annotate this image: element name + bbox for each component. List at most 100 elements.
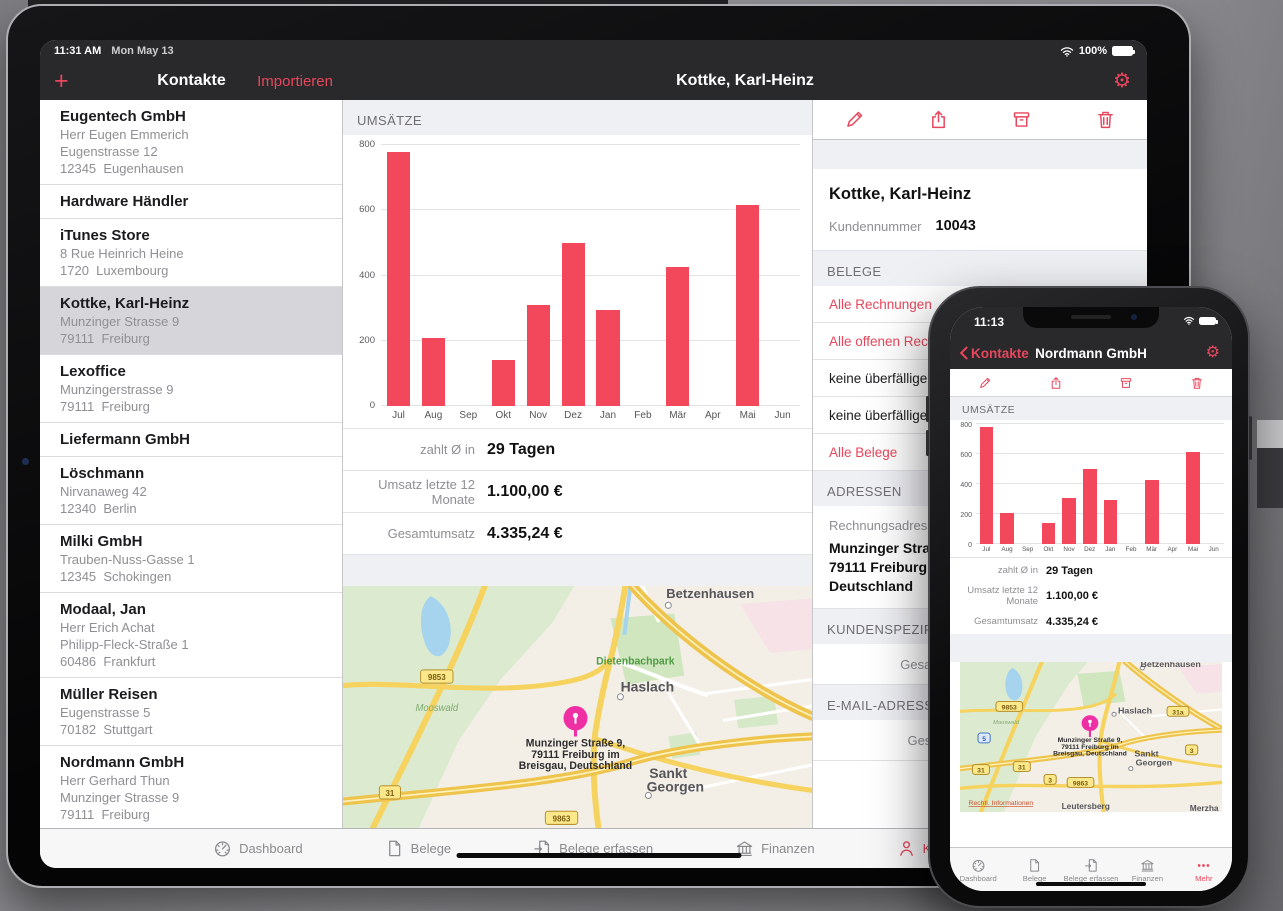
tab-finanzen[interactable]: Finanzen [735,839,815,858]
svg-text:Munzinger Straße 9,: Munzinger Straße 9, [526,738,625,750]
revenue-bar [1062,497,1076,544]
contact-row-kottke-karl-heinz[interactable]: Kottke, Karl-Heinz Munzinger Strasse 9 791… [40,287,342,355]
contact-subline: 79111 Freiburg [60,807,150,822]
svg-text:Leutersberg: Leutersberg [1062,802,1110,811]
contact-name: Liefermann GmbH [60,431,191,448]
home-indicator[interactable] [456,853,741,858]
x-axis-tick: Dez [564,409,582,421]
iphone-device-frame: 11:13 Kontakte Nordmann GmbH ⚙ UMSÄTZE [926,286,1252,908]
add-contact-button[interactable]: + [54,66,69,95]
x-axis-tick: Aug [424,409,443,421]
y-axis-tick: 200 [960,512,972,519]
map[interactable]: Betzenhausen Dietenbachpark Haslach Mooswal… [343,586,812,828]
svg-text:Betzenhausen: Betzenhausen [1140,662,1200,669]
map-pin[interactable] [1081,715,1099,737]
tab-label: Dashboard [959,874,997,883]
tab-dashboard[interactable]: Dashboard [213,839,303,858]
stat-label: zahlt Ø in [997,565,1038,576]
revenue-bar [561,242,585,406]
edit-pencil-icon[interactable] [844,109,865,130]
x-axis-tick: Mai [739,409,756,421]
umsaetze-chart: 0 200 400 600 800 Jul Aug Sep Okt Nov Dez Jan Feb Mär… [351,139,800,424]
y-axis-tick: 800 [960,422,972,429]
revenue-bar [491,360,515,406]
y-axis-tick: 400 [960,482,972,489]
backdrop-block [1257,420,1283,448]
svg-text:31: 31 [977,768,985,775]
stat-value: 4.335,24 € [1046,615,1098,628]
battery-icon [1199,316,1218,325]
tab-mehr[interactable]: Mehr [1176,848,1232,891]
belege-header: BELEGE [827,264,882,279]
revenue-bar [1186,451,1200,544]
x-axis-tick: Mär [1146,546,1158,553]
tab-label: Finanzen [761,841,815,856]
svg-text:Betzenhausen: Betzenhausen [666,586,754,601]
trash-icon[interactable] [1190,376,1204,390]
edit-pencil-icon[interactable] [978,376,992,390]
tab-belege[interactable]: Belege [385,839,451,858]
stat-row-zahlt-in: zahlt Ø in 29 Tagen [343,429,812,471]
tab-label: Finanzen [1131,874,1164,883]
import-button[interactable]: Importieren [257,72,333,90]
contact-row-modaal-jan[interactable]: Modaal, Jan Herr Erich Achat Philipp-Fleck… [40,593,342,678]
iphone-screen: 11:13 Kontakte Nordmann GmbH ⚙ UMSÄTZE [950,307,1232,891]
navigation-bar: + Kontakte Importieren Kottke, Karl-Hein… [40,62,1147,100]
tab-label: Dashboard [239,841,303,856]
settings-gear-icon[interactable]: ⚙ [1113,70,1131,92]
apple-maps-view: Betzenhausen Dietenbachpark Haslach Mooswal… [343,586,812,828]
contact-row-itunes-store[interactable]: iTunes Store 8 Rue Heinrich Heine 1720 Lux… [40,219,342,287]
svg-text:79111 Freiburg im: 79111 Freiburg im [531,749,619,761]
x-axis-tick: Apr [1167,546,1178,553]
stat-row-gesamtumsatz: Gesamtumsatz 4.335,24 € [343,513,812,555]
stat-row-gesamtumsatz: Gesamtumsatz 4.335,24 € [950,609,1232,634]
archive-box-icon[interactable] [1011,109,1032,130]
iphone-status-bar: 11:13 [950,307,1232,337]
iphone-navigation-bar: Kontakte Nordmann GmbH ⚙ [950,337,1232,369]
tab-belege-erfassen[interactable]: Belege erfassen [1063,848,1119,891]
back-button[interactable]: Kontakte [958,346,1029,361]
contact-name: iTunes Store [60,227,150,244]
tab-belege-erfassen[interactable]: Belege erfassen [533,839,653,858]
tab-label: Mehr [1195,874,1213,883]
settings-gear-icon[interactable]: ⚙ [1205,344,1220,361]
tab-belege[interactable]: Belege [1006,848,1062,891]
ipad-screen: 11:31 AM Mon May 13 100% + Kontakte Impo… [40,40,1147,868]
stat-value: 1.100,00 € [1046,590,1098,602]
map-pin[interactable] [563,705,588,737]
legal-info-link[interactable]: Rechtl. Informationen [969,800,1034,807]
contact-row-milki-gmbh[interactable]: Milki GmbH Trauben-Nuss-Gasse 1 12345 Scho… [40,525,342,593]
contact-row-nordmann-gmbh[interactable]: Nordmann GmbH Herr Gerhard Thun Munzinger … [40,746,342,828]
contact-row-hardware-händler[interactable]: Hardware Händler [40,185,342,219]
contact-name: Nordmann GmbH [60,754,185,771]
kundennummer-value: 10043 [935,218,976,234]
trash-icon[interactable] [1095,109,1116,130]
svg-text:Breisgau, Deutschland: Breisgau, Deutschland [519,760,632,772]
map[interactable]: Betzenhausen Haslach Mooswald Sankt Georgen L… [960,662,1222,812]
tab-finanzen[interactable]: Finanzen [1119,848,1175,891]
adressen-header: ADRESSEN [827,484,902,499]
svg-text:3: 3 [1048,778,1052,785]
contact-subline: Eugenstrasse 5 [60,705,151,720]
volume-down-button [926,430,929,456]
contact-row-löschmann[interactable]: Löschmann Nirvanaweg 42 12340 Berlin [40,457,342,525]
contact-row-eugentech-gmbh[interactable]: Eugentech GmbH Herr Eugen Emmerich Eugenst… [40,100,342,185]
contact-name: Lexoffice [60,363,126,380]
contact-row-müller-reisen[interactable]: Müller Reisen Eugenstrasse 5 70182 Stuttga… [40,678,342,746]
umsaetze-chart-card: 0 200 400 600 800 Jul Aug Sep Okt Nov Dez Jan Feb Mär… [950,420,1232,558]
stat-label: Gesamtumsatz [974,616,1038,627]
detail-actions [950,369,1232,397]
stat-value: 29 Tagen [1046,564,1093,577]
share-icon[interactable] [928,109,949,130]
stat-value: 1.100,00 € [487,482,563,500]
tab-label: Belege erfassen [1063,874,1119,883]
contact-row-liefermann-gmbh[interactable]: Liefermann GmbH [40,423,342,457]
finance-bank-icon [1140,858,1155,873]
tab-dashboard[interactable]: Dashboard [950,848,1006,891]
contact-row-lexoffice[interactable]: Lexoffice Munzingerstrasse 9 79111 Freibur… [40,355,342,423]
document-icon [1027,858,1042,873]
share-icon[interactable] [1049,376,1063,390]
home-indicator[interactable] [1036,882,1146,886]
archive-box-icon[interactable] [1119,376,1133,390]
stat-row-umsatz-letzte-12-monate: Umsatz letzte 12 Monate 1.100,00 € [950,583,1232,609]
